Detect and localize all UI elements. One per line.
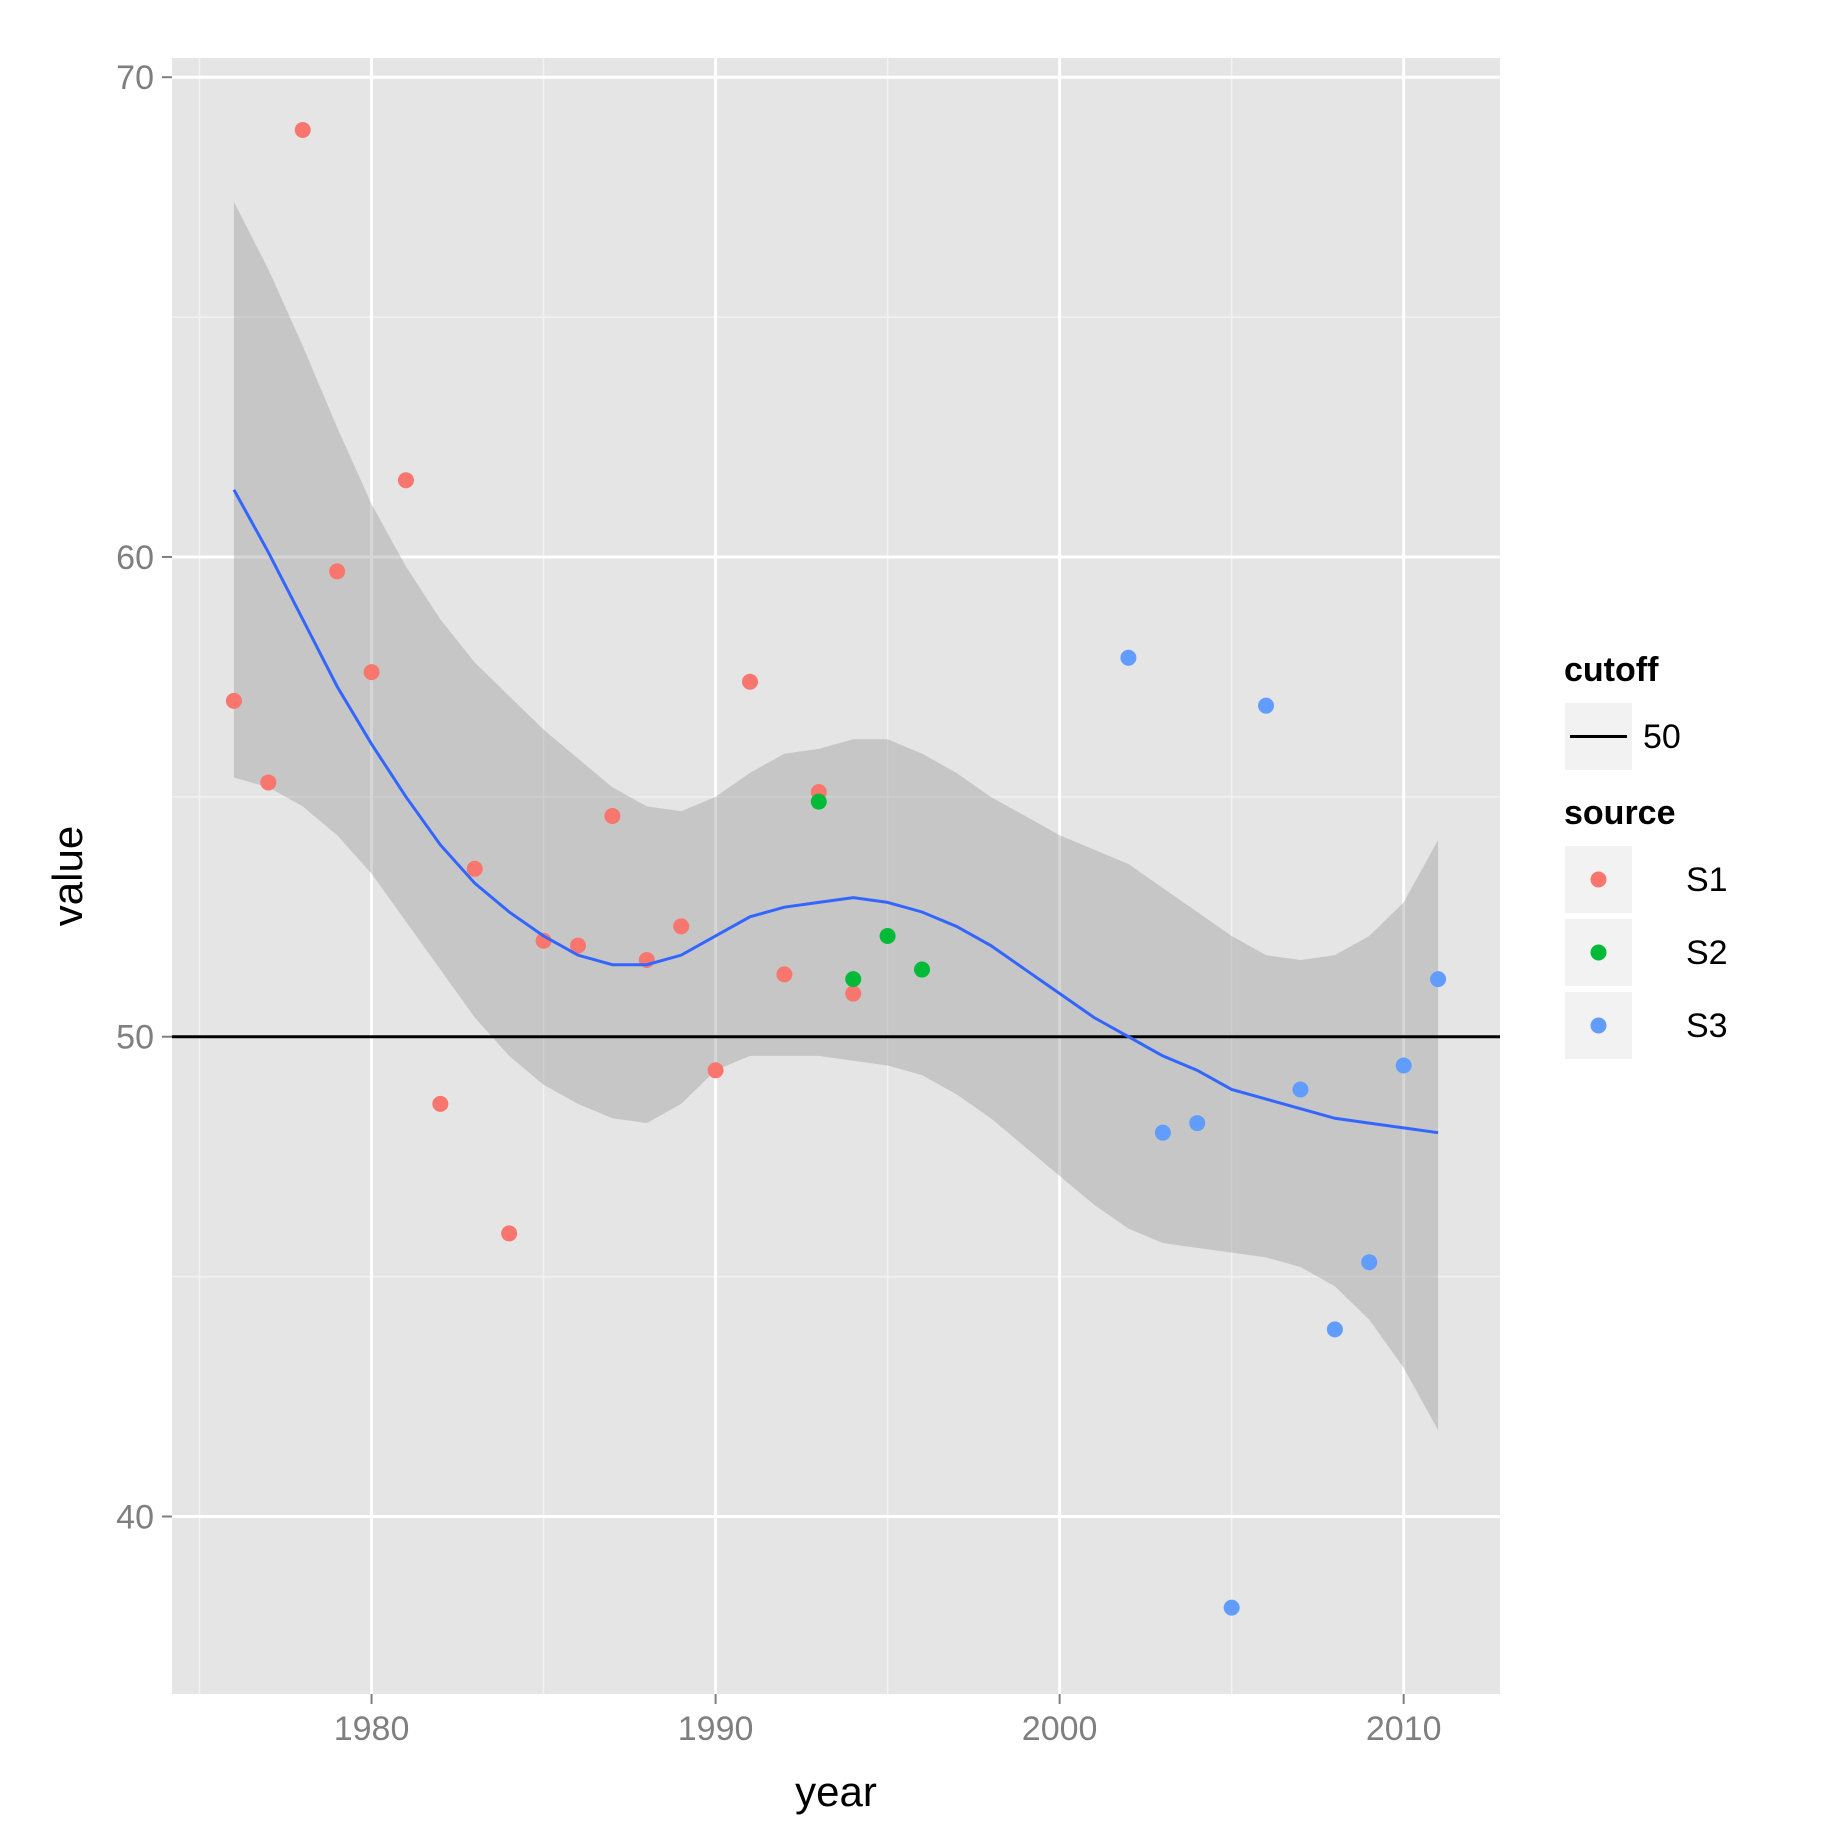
x-tick-label: 1980	[334, 1710, 410, 1748]
point-s3	[1361, 1254, 1378, 1271]
legend: cutoff 50 source S1 S2 S3	[1563, 651, 1728, 1061]
point-s1	[776, 966, 793, 983]
grid-minor	[172, 58, 1500, 1694]
point-s1	[673, 918, 690, 935]
plot-panel	[172, 58, 1500, 1694]
point-s1	[432, 1095, 449, 1112]
legend-label: S1	[1686, 861, 1728, 899]
point-s1	[604, 808, 621, 825]
legend-title-cutoff: cutoff	[1564, 651, 1659, 689]
point-s2	[914, 961, 931, 978]
point-s3	[1189, 1115, 1206, 1132]
point-s3	[1154, 1124, 1171, 1141]
point-s1	[225, 692, 242, 709]
y-tick-label: 50	[116, 1019, 154, 1057]
point-s3	[1292, 1081, 1309, 1098]
point-s3	[1258, 697, 1275, 714]
smooth-line-layer	[232, 489, 1439, 1135]
y-tick-label: 70	[116, 59, 154, 97]
point-s1	[501, 1225, 518, 1242]
y-tick-label: 60	[116, 539, 154, 577]
point-s3	[1430, 971, 1447, 988]
point-s3	[1223, 1599, 1240, 1616]
point-s1	[707, 1062, 724, 1079]
legend-key-point	[1590, 1017, 1607, 1034]
point-s2	[879, 927, 896, 944]
axes-layer: 1980 1990 2000 2010 40 50 60 70	[116, 59, 1441, 1748]
legend-label: 50	[1643, 718, 1681, 756]
smooth-line	[232, 489, 1439, 1135]
y-tick-label: 40	[116, 1498, 154, 1536]
point-s1	[741, 673, 758, 690]
point-s1	[466, 860, 483, 877]
point-s1	[260, 774, 277, 791]
point-s1	[569, 937, 586, 954]
point-s3	[1120, 649, 1137, 666]
point-s3	[1395, 1057, 1412, 1074]
points-layer	[225, 121, 1447, 1616]
confidence-ribbon	[233, 201, 1439, 1431]
x-axis-title: year	[795, 1768, 877, 1815]
legend-label: S3	[1686, 1007, 1728, 1045]
grid-major	[172, 58, 1500, 1694]
legend-label: S2	[1686, 934, 1728, 972]
legend-title-source: source	[1564, 794, 1676, 832]
x-tick-label: 1990	[678, 1710, 754, 1748]
point-s3	[1326, 1321, 1343, 1338]
point-s2	[845, 971, 862, 988]
point-s1	[294, 121, 311, 138]
x-tick-label: 2000	[1022, 1710, 1098, 1748]
point-s1	[363, 664, 380, 681]
x-tick-label: 2010	[1366, 1710, 1442, 1748]
point-s2	[810, 793, 827, 810]
smooth-ribbon-layer	[233, 201, 1439, 1431]
legend-key-point	[1590, 944, 1607, 961]
legend-key-point	[1590, 871, 1607, 888]
point-s1	[329, 563, 346, 580]
y-axis-title: value	[44, 826, 91, 926]
point-s1	[397, 472, 414, 489]
point-s1	[845, 985, 862, 1002]
